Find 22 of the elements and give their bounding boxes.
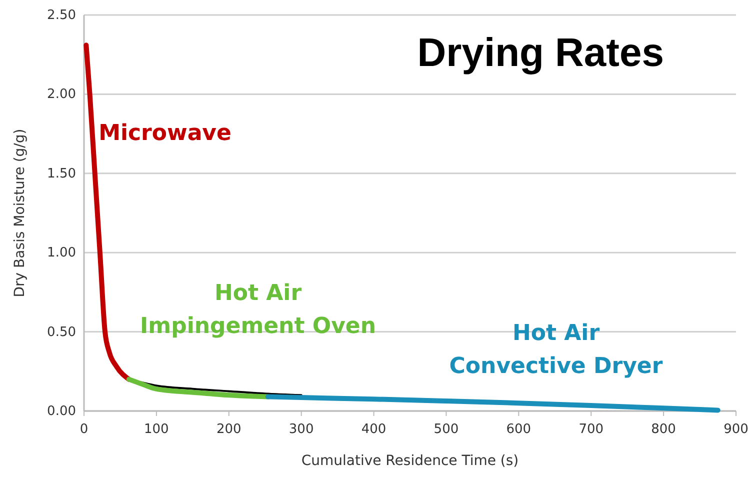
x-tick-label: 900 [724, 422, 748, 437]
x-tick-label: 600 [506, 422, 532, 437]
x-tick-label: 700 [578, 422, 604, 437]
y-axis-title: Dry Basis Moisture (g/g) [12, 128, 28, 298]
x-tick-label: 200 [216, 422, 242, 437]
x-tick-label: 100 [144, 422, 169, 437]
x-tick-label: 400 [361, 422, 386, 437]
series-label: Hot Air Impingement Oven [140, 281, 376, 339]
y-tick-label: 2.50 [47, 8, 76, 23]
y-tick-label: 2.00 [47, 87, 76, 102]
y-tick-label: 1.00 [47, 246, 76, 261]
x-tick-label: 800 [651, 422, 676, 437]
x-axis-title: Cumulative Residence Time (s) [301, 453, 519, 469]
chart-title: Drying Rates [417, 31, 664, 75]
y-tick-label: 0.00 [47, 404, 76, 419]
series-label: Hot Air Convective Dryer [449, 321, 663, 379]
y-tick-label: 0.50 [47, 324, 76, 340]
x-tick-label: 300 [288, 422, 314, 437]
x-tick-label: 0 [80, 422, 88, 437]
series-label: Microwave [98, 121, 232, 146]
x-tick-label: 500 [434, 422, 459, 437]
y-tick-label: 1.50 [47, 166, 76, 182]
